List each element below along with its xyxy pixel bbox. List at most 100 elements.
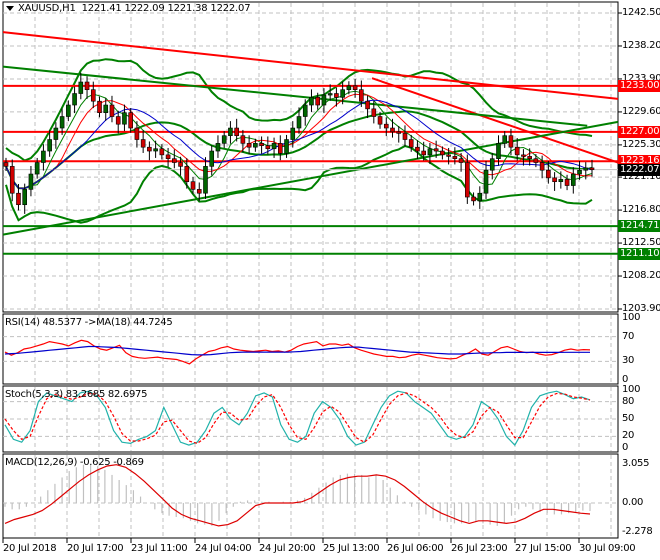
candle-body [365, 100, 370, 110]
stoch-label: Stoch(5,3,3) 83.2685 82.6975 [5, 389, 148, 400]
time-axis-label: 26 Jul 06:00 [387, 543, 444, 554]
candle-body [240, 135, 246, 144]
candle-body [489, 158, 495, 171]
candle-body [589, 167, 595, 170]
candle-body [477, 192, 483, 202]
candle-body [16, 192, 21, 206]
rsi-axis-label: 30 [622, 355, 635, 367]
candle-body [28, 173, 34, 190]
candle-body [483, 169, 489, 194]
candle-body [190, 181, 196, 190]
trendline-red [371, 77, 619, 164]
candle-body [221, 135, 227, 144]
macd-axis-label: 3.055 [622, 458, 650, 469]
stoch-axis-label: 80 [622, 395, 635, 407]
candle-body [259, 143, 264, 146]
bollinger-middle [5, 110, 593, 190]
stoch-axis-label: 50 [622, 413, 635, 424]
candle-body [440, 150, 445, 156]
candle-body [9, 166, 15, 194]
candle-body [302, 104, 308, 117]
price-tag: 1233.00 [618, 79, 660, 92]
candle-body [271, 143, 277, 150]
time-axis-label: 25 Jul 13:00 [323, 543, 380, 554]
candle-body [321, 94, 327, 106]
candle-body [109, 104, 115, 117]
price-axis-label: 1229.60 [622, 105, 660, 117]
price-tag: 1211.10 [618, 247, 660, 260]
candle-body [203, 166, 208, 194]
candle-body [103, 104, 109, 113]
candle-body [284, 139, 289, 154]
candle-body [527, 156, 532, 159]
stoch-axis-label: 20 [622, 430, 635, 442]
time-axis-label: 24 Jul 20:00 [259, 543, 316, 554]
candle-body [178, 162, 183, 167]
candle-body [359, 89, 364, 102]
chart-title: XAUUSD,H1 1221.41 1222.09 1221.38 1222.0… [6, 3, 251, 14]
candle-body [90, 89, 96, 102]
candle-body [290, 127, 296, 140]
candle-body [78, 81, 84, 94]
candle-body [458, 158, 464, 163]
candle-body [134, 127, 140, 140]
candle-body [253, 143, 258, 148]
candle-body [546, 169, 551, 179]
candle-body [346, 85, 352, 90]
candle-body [352, 85, 358, 90]
candle-body [315, 97, 321, 106]
dropdown-triangle-icon[interactable] [6, 5, 14, 11]
candle-body [570, 173, 576, 186]
candle-body [465, 162, 470, 198]
candle-body [47, 139, 52, 152]
candle-body [396, 131, 402, 134]
candle-body [209, 150, 215, 167]
candle-body [421, 150, 426, 156]
candle-body [159, 148, 165, 156]
candle-body [583, 167, 589, 171]
candle-body [415, 146, 420, 152]
price-axis-label: 1238.20 [622, 39, 660, 51]
candle-body [196, 189, 202, 194]
candle-body [340, 89, 345, 98]
candle-body [184, 166, 190, 183]
candle-body [53, 127, 59, 140]
stoch-signal-line [4, 392, 591, 445]
trendline-green [2, 65, 588, 127]
candle-body [327, 93, 333, 96]
candle-body [59, 116, 65, 129]
rsi-ma-line [4, 345, 590, 356]
time-axis-label: 30 Jul 09:00 [579, 543, 636, 554]
candle-body [471, 196, 476, 202]
candle-body [446, 154, 451, 157]
ma-fast [5, 90, 593, 189]
candle-body [334, 93, 339, 98]
candle-body [564, 179, 570, 186]
price-axis-label: 1203.90 [622, 303, 660, 314]
time-axis-label: 23 Jul 11:00 [131, 543, 188, 554]
candle-body [128, 112, 133, 129]
panel-main [2, 1, 619, 313]
candle-body [539, 162, 545, 171]
candle-body [165, 154, 171, 159]
macd-label: MACD(12,26,9) -0.625 -0.869 [5, 457, 144, 468]
candle-body [408, 139, 414, 148]
time-axis-label: 26 Jul 23:00 [451, 543, 508, 554]
candle-body [115, 116, 121, 125]
candle-body [309, 97, 314, 106]
price-axis-label: 1212.50 [622, 237, 660, 249]
candle-body [122, 112, 127, 125]
time-axis-label: 20 Jul 2018 [3, 543, 57, 554]
bollinger-lower [5, 144, 593, 224]
stoch-main-line [4, 390, 591, 447]
candle-body [383, 123, 389, 129]
candle-body [228, 127, 233, 136]
stoch-axis-label: 0 [622, 442, 629, 453]
rsi-label: RSI(14) 48.5377 ->MA(18) 44.7245 [5, 317, 173, 328]
candle-body [533, 158, 539, 163]
candle-body [296, 116, 302, 129]
macd-signal-line [4, 464, 591, 527]
candle-body [265, 145, 271, 150]
candle-body [371, 108, 377, 117]
